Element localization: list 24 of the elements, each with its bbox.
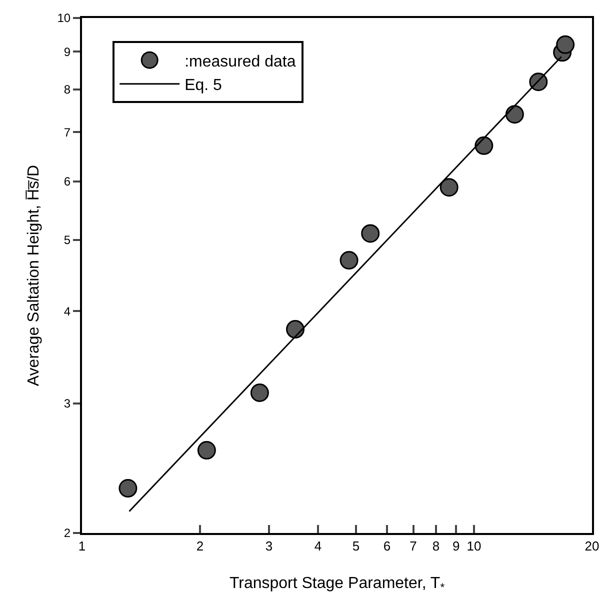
x-tick-label: 1 <box>78 538 86 554</box>
legend-label: Eq. 5 <box>184 77 222 94</box>
y-tick-label: 7 <box>64 125 71 140</box>
y-tick-label: 3 <box>64 396 71 410</box>
x-tick-label: 7 <box>410 538 417 554</box>
x-tick-label: 2 <box>196 538 204 554</box>
y-axis-title: Average Saltation Height, H̅s̅/D <box>24 164 43 386</box>
x-tick-label: 3 <box>265 538 273 554</box>
y-tick-label: 5 <box>64 233 71 247</box>
x-tick-label: 5 <box>352 538 360 554</box>
y-tick-label: 6 <box>64 174 71 189</box>
x-tick-label: 8 <box>432 538 440 554</box>
y-tick-label: 4 <box>64 304 71 318</box>
x-tick-label: 9 <box>452 538 460 554</box>
x-tick-label: 20 <box>584 538 600 554</box>
x-tick-label: 4 <box>314 538 322 554</box>
x-tick-label: 10 <box>466 538 482 554</box>
y-tick-label: 9 <box>64 44 71 59</box>
x-tick-label: 6 <box>383 538 391 554</box>
y-tick-label: 10 <box>57 11 71 26</box>
legend-label: :measured data <box>184 53 296 70</box>
x-axis-title: Transport Stage Parameter, T$_{*}$ <box>229 574 446 594</box>
y-tick-label: 8 <box>64 82 71 97</box>
y-tick-label: 2 <box>64 526 71 540</box>
